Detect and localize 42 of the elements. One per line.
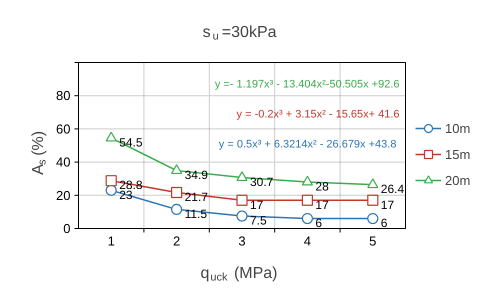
y-tick-label: 80 bbox=[56, 88, 71, 104]
y-tick-label: 60 bbox=[56, 121, 71, 136]
x-tick-label: 3 bbox=[238, 234, 246, 248]
point bbox=[236, 210, 248, 222]
x-tick-label: 5 bbox=[369, 234, 376, 248]
x-tick-label: 4 bbox=[304, 234, 312, 248]
point bbox=[367, 194, 378, 206]
point bbox=[367, 212, 378, 224]
point bbox=[171, 164, 182, 174]
data-label: 17 bbox=[380, 198, 394, 212]
legend-label: 10m bbox=[445, 120, 470, 136]
x-tick-label: 1 bbox=[108, 234, 115, 248]
data-label: 17 bbox=[250, 198, 264, 212]
legend-label: 15m bbox=[445, 146, 470, 162]
point bbox=[302, 176, 313, 186]
data-label: 28 bbox=[315, 180, 330, 194]
annotation: y = 0.5x³ + 6.3214x² - 26.679x +43.8 bbox=[218, 138, 396, 150]
point bbox=[171, 186, 182, 198]
point bbox=[106, 184, 117, 196]
data-label: 30.7 bbox=[250, 175, 274, 190]
x-tick-label: 2 bbox=[172, 234, 180, 248]
point bbox=[171, 204, 182, 215]
point bbox=[236, 194, 248, 206]
point bbox=[106, 175, 117, 186]
y-tick-label: 0 bbox=[63, 221, 71, 236]
point bbox=[302, 212, 313, 224]
data-label: 6 bbox=[315, 216, 322, 230]
data-label: 7.5 bbox=[250, 214, 268, 228]
y-axis-title: As (%) bbox=[30, 130, 48, 175]
data-label: 6 bbox=[380, 216, 388, 230]
annotation: y = -0.2x³ + 3.15x² - 15.65x+ 41.6 bbox=[236, 108, 400, 120]
data-label: 17 bbox=[315, 198, 330, 212]
point bbox=[367, 178, 378, 188]
point bbox=[302, 194, 313, 206]
y-tick-label: 40 bbox=[56, 154, 71, 170]
legend-label: 20m bbox=[445, 172, 470, 188]
annotation: y =- 1.197x³ - 13.404x²-50.505x +92.6 bbox=[214, 78, 400, 90]
y-tick-label: 20 bbox=[56, 188, 71, 203]
point bbox=[106, 132, 117, 142]
data-label: 54.5 bbox=[119, 136, 143, 150]
point bbox=[236, 171, 248, 182]
data-label: 26.4 bbox=[380, 182, 404, 196]
